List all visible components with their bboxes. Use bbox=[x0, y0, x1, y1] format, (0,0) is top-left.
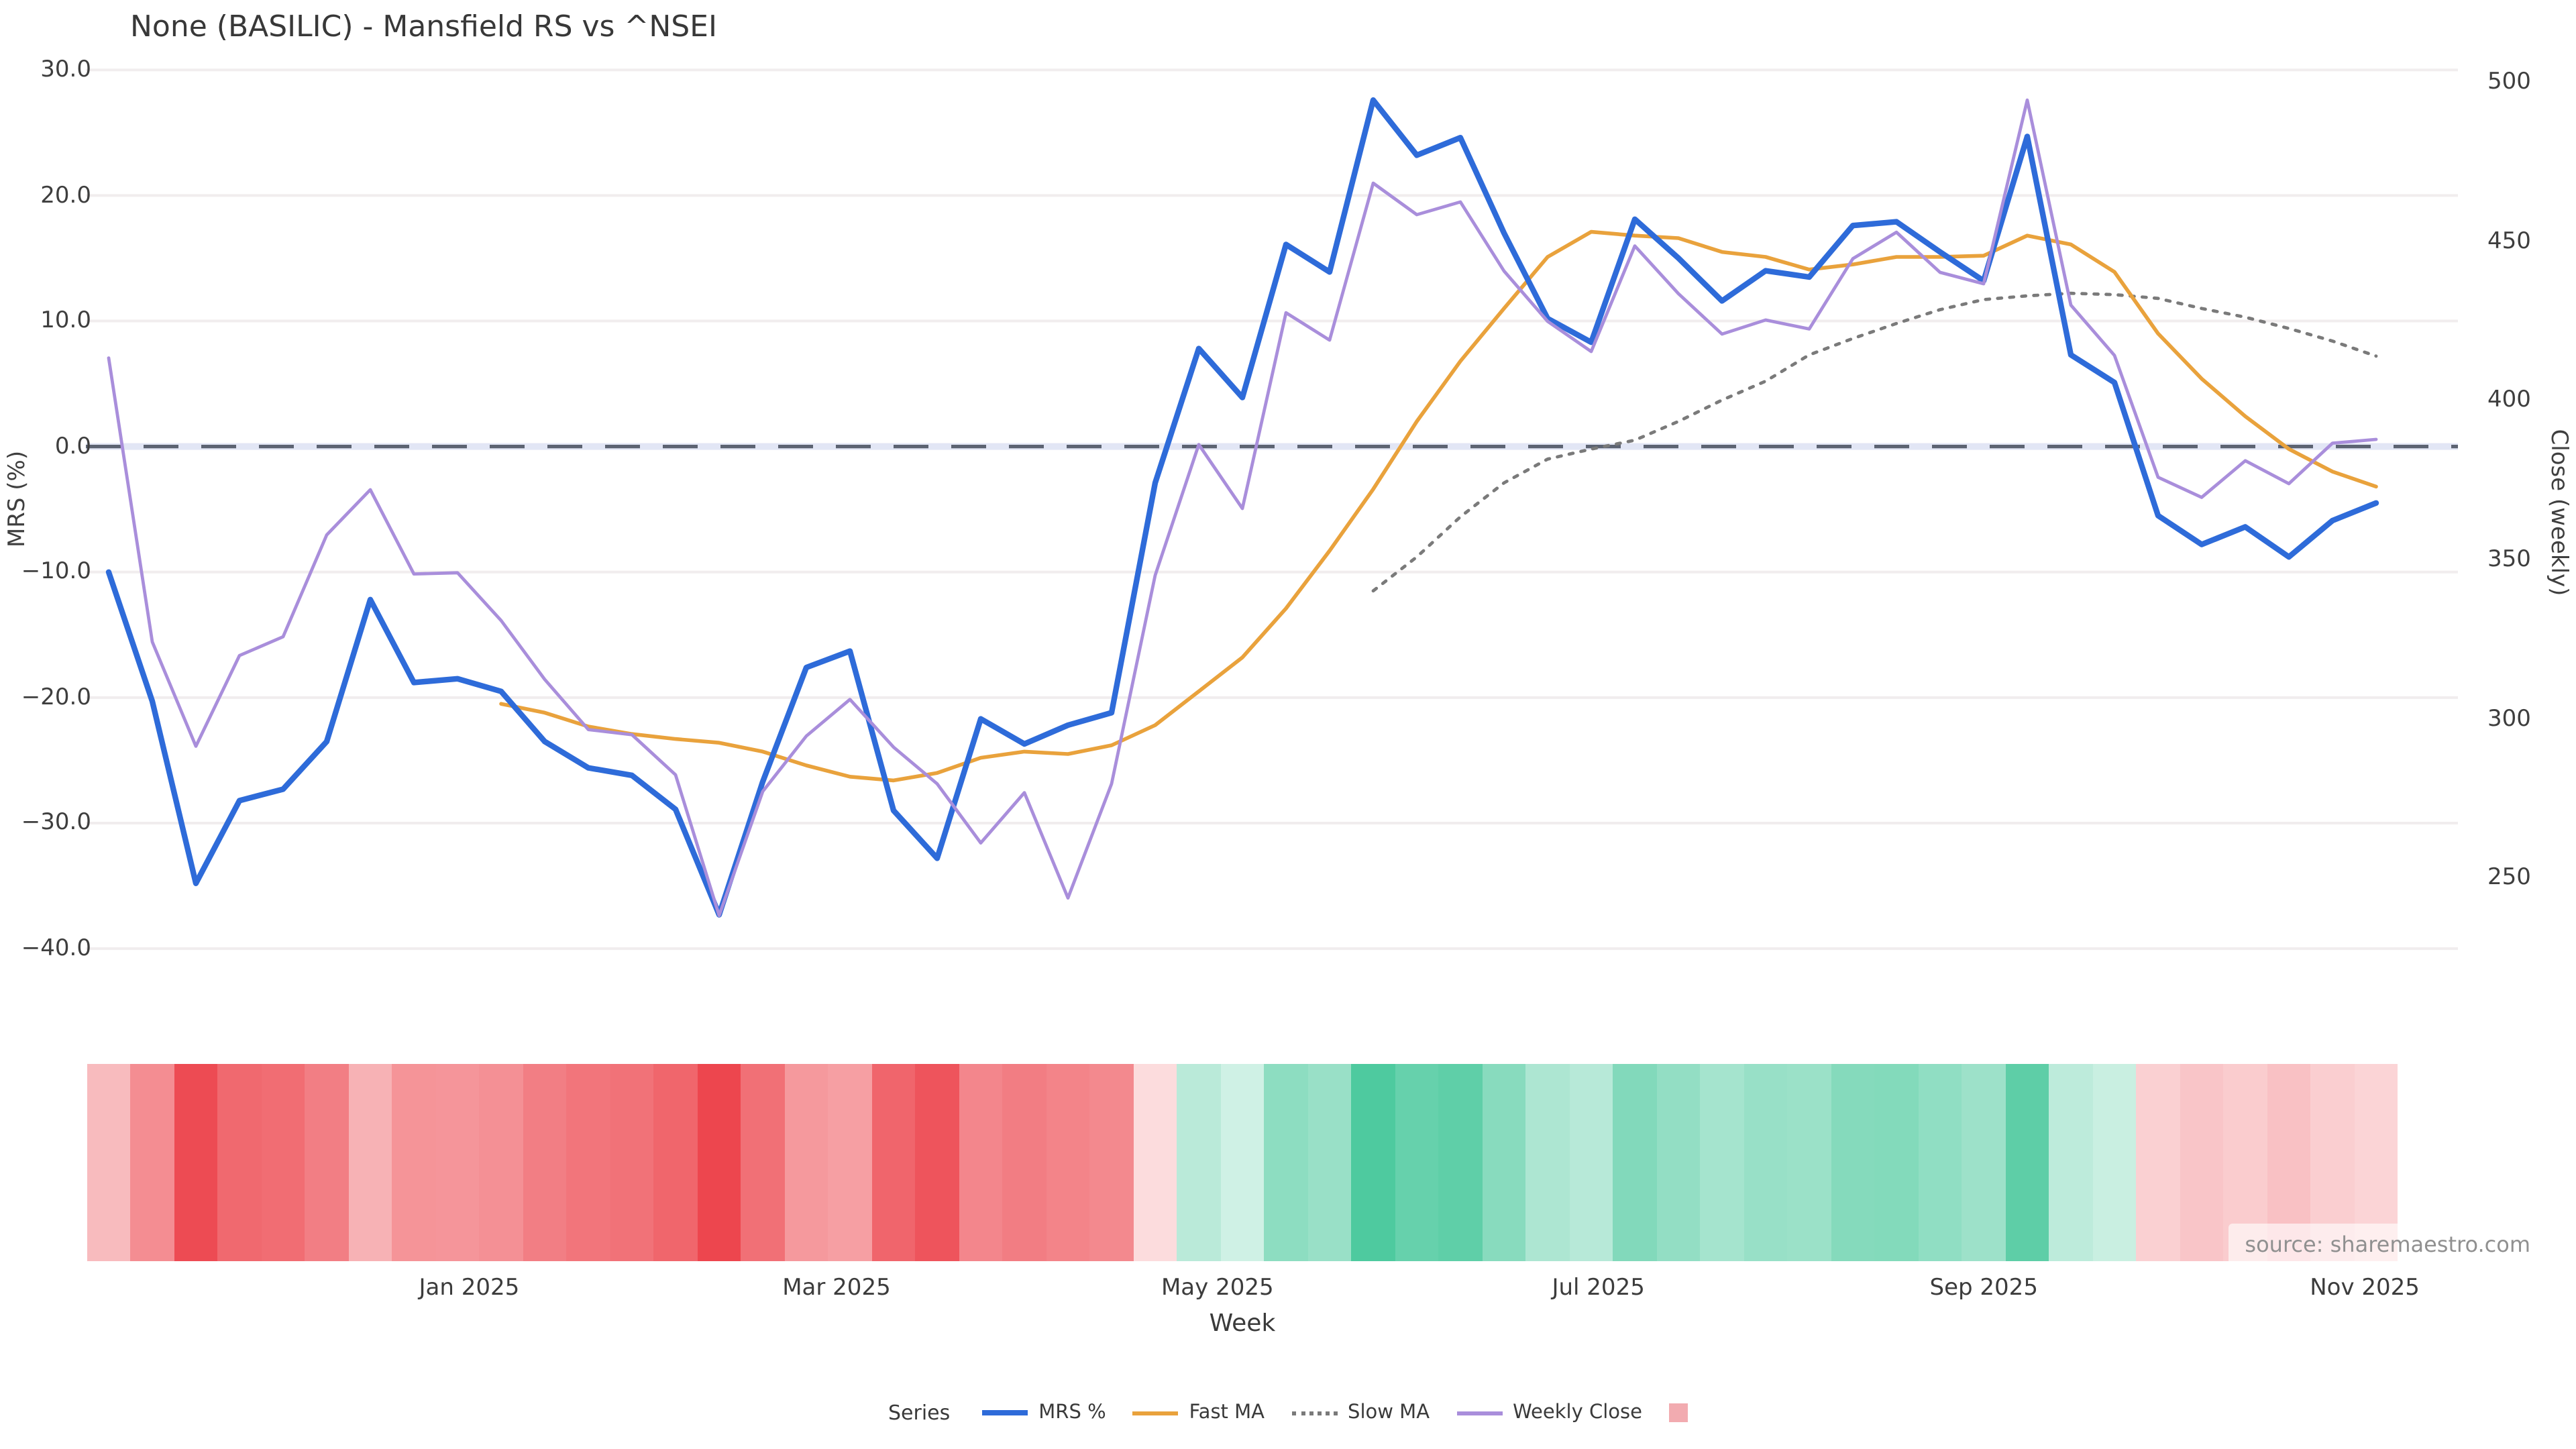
x-tick-label: Nov 2025 bbox=[2310, 1275, 2420, 1301]
heatmap-cell bbox=[1656, 1064, 1701, 1261]
legend-item-fast-ma[interactable]: Fast MA bbox=[1132, 1402, 1265, 1424]
heatmap-cell bbox=[217, 1064, 262, 1261]
heatmap-cell bbox=[2136, 1064, 2180, 1261]
right-tick-label: 500 bbox=[2487, 68, 2531, 96]
heatmap-cell bbox=[1264, 1064, 1308, 1261]
heatmap-cell bbox=[2049, 1064, 2093, 1261]
right-tick-label: 250 bbox=[2487, 864, 2531, 892]
x-tick-label: Sep 2025 bbox=[1929, 1275, 2038, 1301]
right-tick-label: 300 bbox=[2487, 705, 2531, 733]
legend-item-weekly-close[interactable]: Weekly Close bbox=[1456, 1402, 1642, 1424]
heatmap-cell bbox=[1002, 1064, 1046, 1261]
heatmap-cell bbox=[1351, 1064, 1395, 1261]
left-tick-label: −30.0 bbox=[21, 809, 91, 837]
heatmap-cell bbox=[1307, 1064, 1352, 1261]
heatmap-cell bbox=[1395, 1064, 1439, 1261]
heatmap-cell bbox=[392, 1064, 436, 1261]
heatmap-cell bbox=[741, 1064, 785, 1261]
heatmap-cell bbox=[1089, 1064, 1134, 1261]
heatmap-cell bbox=[348, 1064, 392, 1261]
x-tick-label: Mar 2025 bbox=[782, 1275, 891, 1301]
series-line-weekly-close bbox=[107, 98, 2378, 918]
right-tick-label: 350 bbox=[2487, 545, 2531, 573]
left-tick-label: 30.0 bbox=[40, 56, 91, 84]
heatmap-cell bbox=[1831, 1064, 1875, 1261]
series-line-mrs- bbox=[105, 97, 2379, 918]
legend-line-swatch bbox=[1132, 1411, 1179, 1415]
heatmap-cell bbox=[2005, 1064, 2049, 1261]
heatmap-cell bbox=[915, 1064, 959, 1261]
legend-item-mrs-[interactable]: MRS % bbox=[982, 1402, 1106, 1424]
legend-item-label: Fast MA bbox=[1189, 1402, 1265, 1424]
heatmap-cell bbox=[523, 1064, 567, 1261]
heatmap-cell bbox=[1525, 1064, 1570, 1261]
x-tick-label: Jul 2025 bbox=[1552, 1275, 1645, 1301]
legend: Series MRS % Fast MA Slow MA Weekly Close bbox=[0, 1401, 2576, 1425]
right-tick-label: 450 bbox=[2487, 227, 2531, 255]
legend-line-swatch bbox=[1291, 1411, 1338, 1415]
legend-line-swatch bbox=[982, 1410, 1028, 1415]
left-tick-label: 0.0 bbox=[54, 433, 91, 460]
heatmap-cell bbox=[87, 1064, 131, 1261]
heatmap-cell bbox=[174, 1064, 218, 1261]
heatmap-cell bbox=[871, 1064, 916, 1261]
legend-item-heatmap[interactable] bbox=[1668, 1403, 1688, 1422]
left-tick-label: 10.0 bbox=[40, 307, 91, 335]
series-line-slow-ma bbox=[1371, 291, 2378, 593]
heatmap-cell bbox=[610, 1064, 654, 1261]
heatmap-cell bbox=[784, 1064, 828, 1261]
heatmap-cell bbox=[305, 1064, 349, 1261]
heatmap-cell bbox=[2092, 1064, 2137, 1261]
heatmap-cell bbox=[1787, 1064, 1831, 1261]
heatmap-cell bbox=[130, 1064, 174, 1261]
weekly-heatmap-strip bbox=[87, 1064, 2398, 1261]
heatmap-cell bbox=[1133, 1064, 1177, 1261]
source-watermark: source: sharemaestro.com bbox=[2229, 1224, 2546, 1265]
legend-item-label: Slow MA bbox=[1348, 1402, 1430, 1424]
heatmap-cell bbox=[1613, 1064, 1657, 1261]
heatmap-cell bbox=[697, 1064, 741, 1261]
x-tick-label: Jan 2025 bbox=[419, 1275, 520, 1301]
chart-title: None (BASILIC) - Mansfield RS vs ^NSEI bbox=[130, 11, 717, 44]
heatmap-cell bbox=[1874, 1064, 1919, 1261]
heatmap-cell bbox=[1046, 1064, 1090, 1261]
left-tick-label: 20.0 bbox=[40, 182, 91, 209]
heatmap-cell bbox=[1743, 1064, 1788, 1261]
right-axis-title: Close (weekly) bbox=[2545, 429, 2572, 596]
legend-item-label: MRS % bbox=[1038, 1402, 1106, 1424]
heatmap-cell bbox=[828, 1064, 872, 1261]
heatmap-cell bbox=[261, 1064, 305, 1261]
heatmap-cell bbox=[1177, 1064, 1221, 1261]
left-tick-label: −20.0 bbox=[21, 684, 91, 711]
heatmap-cell bbox=[959, 1064, 1003, 1261]
legend-line-swatch bbox=[1456, 1411, 1503, 1415]
heatmap-cell bbox=[1220, 1064, 1265, 1261]
heatmap-cell bbox=[2180, 1064, 2224, 1261]
legend-item-slow-ma[interactable]: Slow MA bbox=[1291, 1402, 1430, 1424]
legend-title: Series bbox=[888, 1401, 951, 1425]
legend-item-label: Weekly Close bbox=[1513, 1402, 1642, 1424]
legend-square-swatch bbox=[1668, 1403, 1688, 1422]
heatmap-cell bbox=[1482, 1064, 1526, 1261]
heatmap-cell bbox=[566, 1064, 610, 1261]
heatmap-cell bbox=[1918, 1064, 1962, 1261]
heatmap-cell bbox=[1438, 1064, 1483, 1261]
series-line-fast-ma bbox=[499, 229, 2378, 783]
heatmap-cell bbox=[653, 1064, 698, 1261]
left-tick-label: −40.0 bbox=[21, 935, 91, 963]
heatmap-cell bbox=[435, 1064, 480, 1261]
x-tick-label: May 2025 bbox=[1161, 1275, 1274, 1301]
heatmap-cell bbox=[1569, 1064, 1613, 1261]
left-tick-label: −10.0 bbox=[21, 558, 91, 586]
right-tick-label: 400 bbox=[2487, 386, 2531, 414]
x-axis-title: Week bbox=[1209, 1309, 1276, 1338]
heatmap-cell bbox=[1700, 1064, 1744, 1261]
heatmap-cell bbox=[1962, 1064, 2006, 1261]
line-chart-plot bbox=[86, 68, 2458, 951]
heatmap-cell bbox=[479, 1064, 523, 1261]
